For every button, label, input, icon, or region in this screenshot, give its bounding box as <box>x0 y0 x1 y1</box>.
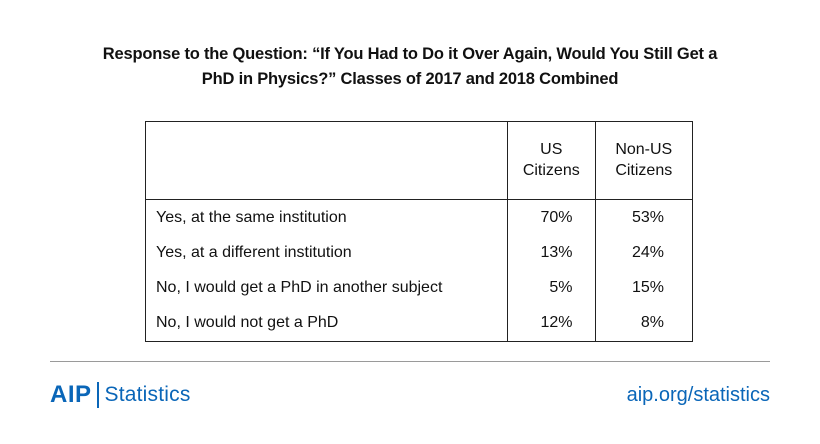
footer-divider <box>50 361 770 362</box>
logo-separator <box>96 382 99 408</box>
header-blank-cell <box>145 121 508 200</box>
row-label: Yes, at a different institution <box>145 235 508 271</box>
chart-title-line-1: Response to the Question: “If You Had to… <box>102 45 718 63</box>
row-label: No, I would get a PhD in another subject <box>145 270 508 306</box>
us-value: 70% <box>507 199 596 236</box>
header-non-us-line-1: Non-US <box>615 141 673 159</box>
header-us-line-2: Citizens <box>522 162 580 180</box>
aip-logo-mark: AIP <box>50 381 92 408</box>
header-non-us-citizens: Non-US Citizens <box>595 121 693 200</box>
table-row: No, I would not get a PhD 12% 8% <box>145 305 693 342</box>
table-row: Yes, at the same institution 70% 53% <box>145 199 693 236</box>
row-label: No, I would not get a PhD <box>145 305 508 342</box>
non-us-value: 15% <box>631 279 664 297</box>
response-table: US Citizens Non-US Citizens Yes, at the … <box>145 121 693 342</box>
header-us-line-1: US <box>540 141 563 159</box>
table-row: No, I would get a PhD in another subject… <box>145 270 693 306</box>
header-us-citizens: US Citizens <box>507 121 596 200</box>
chart-title-line-2: PhD in Physics?” Classes of 2017 and 201… <box>201 70 619 88</box>
header-non-us-line-2: Citizens <box>615 162 673 180</box>
us-value: 13% <box>507 235 596 271</box>
table-header-row: US Citizens Non-US Citizens <box>145 121 693 200</box>
footer-url: aip.org/statistics <box>626 383 770 406</box>
non-us-value: 24% <box>631 243 664 261</box>
chart-title: Response to the Question: “If You Had to… <box>60 42 760 92</box>
non-us-value: 53% <box>631 208 664 226</box>
non-us-value: 8% <box>640 314 664 332</box>
row-label: Yes, at the same institution <box>145 199 508 236</box>
aip-statistics-logo: AIP Statistics <box>50 378 191 412</box>
table-row: Yes, at a different institution 13% 24% <box>145 235 693 271</box>
us-value: 5% <box>507 270 596 306</box>
us-value: 12% <box>507 305 596 342</box>
logo-text: Statistics <box>104 383 191 406</box>
